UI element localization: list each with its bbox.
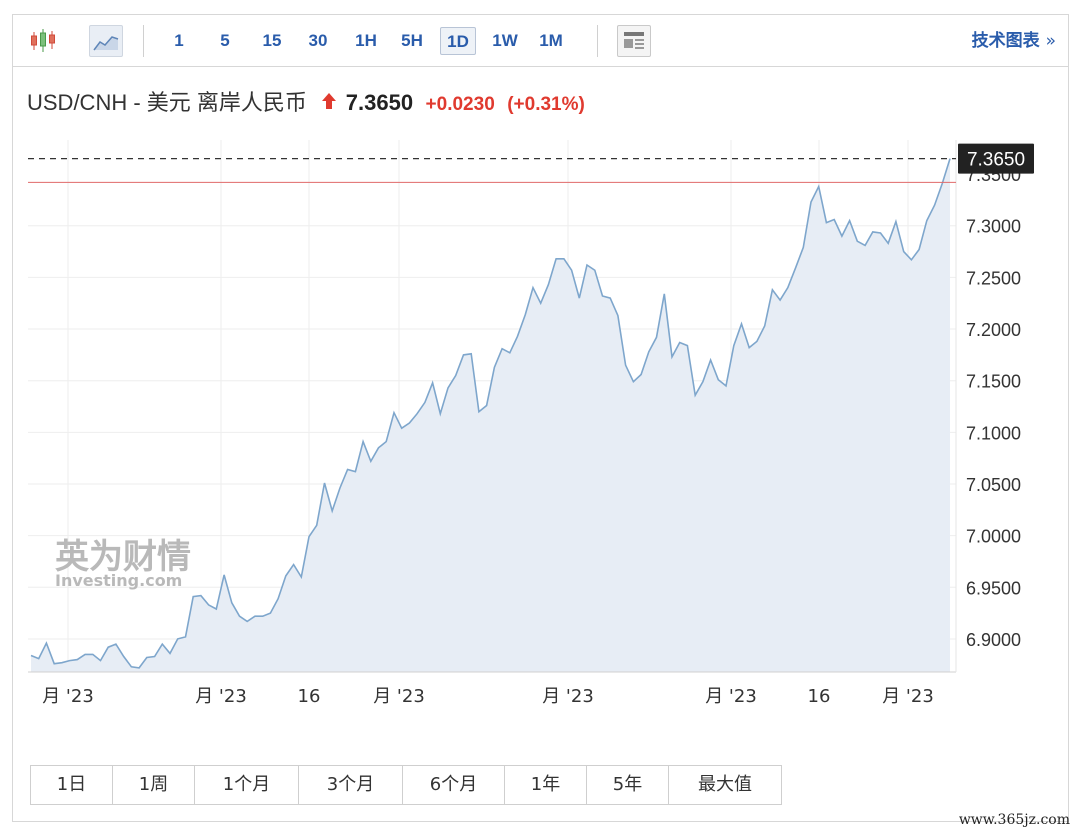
news-icon[interactable]	[617, 25, 651, 57]
quote-header: USD/CNH - 美元 离岸人民币 7.3650 +0.0230 (+0.31…	[27, 87, 585, 119]
investing-logo-text: 英为财情	[55, 537, 191, 577]
area-chart-icon[interactable]	[89, 25, 123, 57]
x-tick-label: 月 '23	[373, 686, 425, 707]
range-3m[interactable]: 3个月	[299, 766, 403, 804]
price-change-percent: (+0.31%)	[507, 94, 585, 115]
range-6m[interactable]: 6个月	[403, 766, 505, 804]
y-tick-label: 7.0500	[966, 475, 1021, 495]
toolbar-divider	[597, 25, 598, 57]
tech-chart-link[interactable]: 技术图表»	[972, 27, 1056, 55]
price-change: +0.0230	[425, 94, 495, 115]
toolbar-divider	[143, 25, 144, 57]
chart-toolbar: 1 5 15 30 1H 5H 1D 1W 1M 技术图表»	[13, 15, 1068, 67]
range-5y[interactable]: 5年	[587, 766, 669, 804]
y-tick-label: 6.9000	[966, 630, 1021, 650]
investing-logo-subtext: Investing.com	[55, 571, 182, 590]
range-1y[interactable]: 1年	[505, 766, 587, 804]
chevron-right-icon: »	[1045, 31, 1056, 51]
y-tick-label: 7.1500	[966, 372, 1021, 392]
candlestick-icon[interactable]	[27, 25, 61, 57]
y-tick-label: 6.9500	[966, 578, 1021, 598]
x-tick-label: 16	[298, 686, 321, 707]
interval-30min[interactable]: 30	[308, 31, 328, 50]
range-selector: 1日 1周 1个月 3个月 6个月 1年 5年 最大值	[30, 765, 782, 805]
site-watermark: www.365jz.com	[958, 812, 1070, 828]
interval-5min[interactable]: 5	[220, 31, 230, 50]
y-tick-label: 7.0000	[966, 527, 1021, 547]
y-tick-label: 7.3000	[966, 217, 1021, 237]
current-price-label: 7.3650	[967, 150, 1025, 171]
interval-15min[interactable]: 15	[262, 31, 282, 50]
interval-5h[interactable]: 5H	[401, 31, 423, 50]
interval-1m[interactable]: 1M	[539, 31, 563, 50]
x-tick-label: 月 '23	[542, 686, 594, 707]
x-tick-label: 月 '23	[42, 686, 94, 707]
range-1d[interactable]: 1日	[31, 766, 113, 804]
x-tick-label: 月 '23	[705, 686, 757, 707]
interval-1w[interactable]: 1W	[492, 31, 518, 50]
y-tick-label: 7.2500	[966, 268, 1021, 288]
price-area-fill	[31, 158, 950, 673]
x-tick-label: 月 '23	[195, 686, 247, 707]
x-tick-label: 16	[808, 686, 831, 707]
y-tick-label: 7.2000	[966, 320, 1021, 340]
instrument-name: USD/CNH - 美元 离岸人民币	[27, 90, 307, 115]
last-price: 7.3650	[345, 90, 414, 115]
y-tick-label: 7.1000	[966, 423, 1021, 443]
current-price-tag	[958, 143, 1034, 174]
interval-1d[interactable]: 1D	[440, 27, 476, 55]
interval-1min[interactable]: 1	[174, 31, 184, 50]
up-arrow-icon	[321, 90, 337, 122]
tech-chart-label: 技术图表	[971, 31, 1040, 51]
interval-1h[interactable]: 1H	[355, 31, 377, 50]
range-1m[interactable]: 1个月	[195, 766, 299, 804]
range-1w[interactable]: 1周	[113, 766, 195, 804]
x-tick-label: 月 '23	[882, 686, 934, 707]
range-max[interactable]: 最大值	[698, 774, 752, 795]
price-line	[30, 158, 951, 669]
